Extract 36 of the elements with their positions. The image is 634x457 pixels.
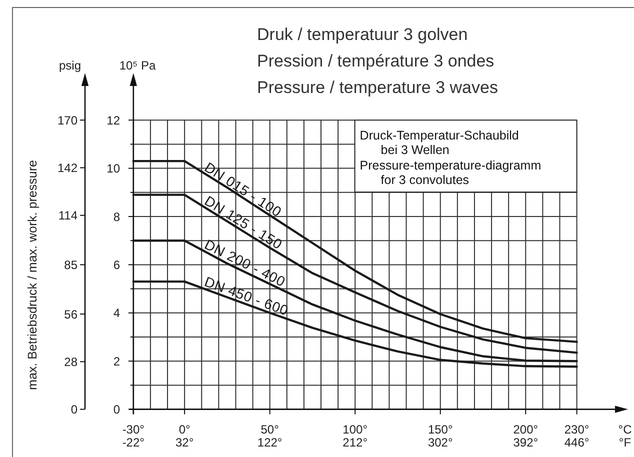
x2-tick-label: 212° [342, 436, 368, 450]
y2-tick-label: 114 [58, 208, 78, 223]
y-axis-title: 10⁵ Pa [119, 58, 156, 72]
x2-tick-label: 302° [428, 436, 453, 450]
x-axis-title: °C [618, 422, 632, 436]
x2-axis-title: °F [618, 436, 632, 450]
y-tick-label: 2 [113, 354, 120, 368]
y-tick-label: 0 [113, 402, 120, 417]
x-tick-label: 100° [342, 422, 368, 436]
y2-tick-label: 85 [64, 258, 78, 272]
y2-tick-label: 28 [64, 354, 78, 369]
text: max. Betriebsdruck / max. work. pressure [26, 160, 40, 390]
y-tick-label: 6 [113, 258, 120, 272]
x-tick-label: 0° [178, 422, 190, 436]
x2-tick-label: 446° [564, 436, 590, 450]
y-tick-label: 4 [113, 306, 120, 320]
x-tick-label: 50° [260, 422, 280, 436]
y-tick-label: 10 [106, 162, 120, 176]
y2-tick-label: 0 [70, 402, 78, 417]
y2-tick-label: 56 [64, 307, 78, 322]
y2-tick-label: 170 [57, 113, 78, 128]
x-tick-label: 150° [428, 422, 453, 436]
y2-tick-label: 142 [57, 161, 78, 176]
x2-tick-label: 392° [513, 436, 538, 450]
y-tick-label: 8 [113, 210, 120, 224]
x2-tick-label: 32° [175, 436, 194, 450]
y2-axis-title: psig [58, 58, 82, 72]
x2-tick-label: -22° [122, 436, 145, 450]
x-tick-label: 200° [513, 422, 538, 436]
y-tick-label: 12 [106, 113, 120, 128]
x-tick-label: -30° [122, 422, 145, 436]
annotation: Pressure-temperature-diagramm for 3 convolutes [360, 158, 542, 188]
annotation: Druck-Temperatur-Schaubild bei 3 Wellen [360, 128, 519, 158]
x-tick-label: 230° [564, 422, 590, 436]
x2-tick-label: 122° [257, 436, 282, 450]
chart-title: Druk / temperatuur 3 golven Pression / température 3 ondes Pressure / temperature 3 waves [257, 25, 498, 97]
